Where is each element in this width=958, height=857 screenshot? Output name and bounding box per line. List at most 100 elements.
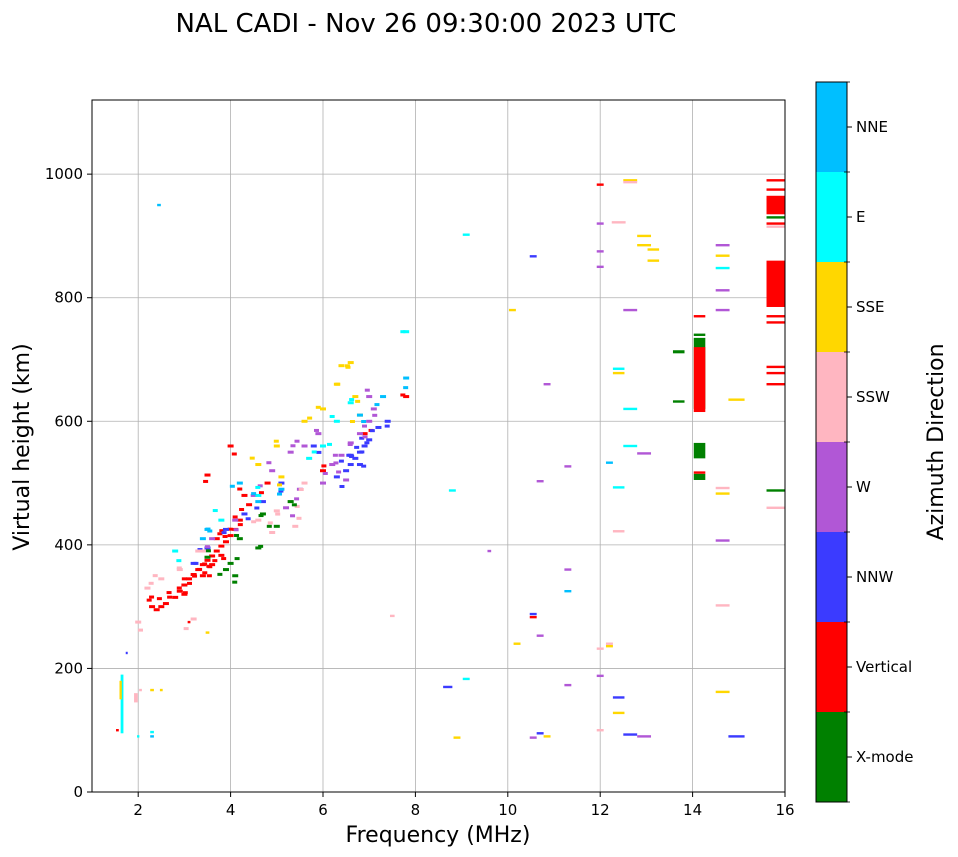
echo-point bbox=[336, 470, 342, 474]
colorbar-tick-label: W bbox=[856, 478, 871, 496]
echo-point bbox=[209, 537, 216, 541]
echo-point bbox=[333, 475, 340, 479]
echo-point bbox=[335, 382, 341, 386]
echo-point bbox=[333, 419, 340, 423]
echo-point bbox=[258, 491, 264, 495]
echo-point bbox=[536, 732, 544, 735]
echo-point bbox=[294, 439, 300, 443]
echo-point bbox=[332, 453, 338, 457]
echo-point bbox=[329, 463, 336, 467]
echo-point bbox=[239, 507, 245, 511]
echo-point bbox=[347, 401, 354, 405]
echo-point bbox=[183, 627, 189, 631]
echo-point bbox=[176, 568, 183, 572]
echo-point bbox=[536, 480, 544, 483]
echo-point bbox=[693, 473, 706, 480]
echo-point bbox=[766, 179, 785, 182]
echo-point bbox=[273, 509, 280, 513]
echo-point bbox=[623, 179, 638, 182]
echo-point bbox=[212, 509, 218, 513]
echo-point bbox=[234, 533, 240, 537]
echo-point bbox=[766, 315, 785, 318]
echo-point bbox=[236, 518, 243, 522]
x-axis-label: Frequency (MHz) bbox=[346, 823, 531, 848]
colorbar-swatch-w bbox=[816, 442, 847, 532]
echo-point bbox=[766, 321, 785, 324]
colorbar-swatch-nnw bbox=[816, 532, 847, 622]
echo-point bbox=[715, 254, 730, 257]
echo-point bbox=[375, 425, 382, 429]
echo-point bbox=[349, 398, 355, 402]
echo-point bbox=[195, 549, 202, 553]
echo-point bbox=[182, 591, 188, 595]
echo-point bbox=[637, 243, 652, 247]
echo-point bbox=[612, 696, 625, 699]
x-tick-label: 6 bbox=[318, 801, 328, 819]
echo-point bbox=[384, 419, 391, 423]
echo-point bbox=[176, 566, 182, 570]
echo-point bbox=[217, 532, 223, 536]
echo-point bbox=[766, 222, 785, 225]
plot-frame bbox=[91, 99, 786, 793]
echo-point bbox=[612, 486, 625, 489]
echo-point bbox=[370, 407, 377, 411]
echo-point bbox=[361, 432, 368, 436]
echo-point bbox=[153, 608, 160, 612]
echo-point bbox=[251, 520, 257, 524]
echo-point bbox=[199, 537, 206, 541]
echo-point bbox=[311, 450, 317, 454]
echo-point bbox=[209, 563, 216, 567]
echo-point bbox=[213, 549, 220, 553]
echo-point bbox=[766, 188, 785, 191]
echo-point bbox=[715, 539, 730, 542]
echo-point bbox=[369, 429, 375, 433]
echo-point bbox=[693, 471, 706, 474]
echo-point bbox=[212, 559, 218, 563]
y-tick-label: 200 bbox=[54, 659, 83, 677]
echo-point bbox=[156, 597, 162, 601]
echo-point bbox=[322, 471, 328, 475]
echo-point bbox=[715, 486, 730, 490]
colorbar-tick-label: Vertical bbox=[856, 658, 912, 676]
echo-point bbox=[231, 452, 237, 456]
colorbar-swatch-x-mode bbox=[816, 712, 847, 802]
echo-point bbox=[453, 736, 461, 739]
echo-point bbox=[269, 469, 276, 473]
echo-point bbox=[245, 517, 251, 521]
echo-point bbox=[192, 574, 198, 578]
echo-point bbox=[543, 735, 551, 738]
echo-point bbox=[227, 527, 233, 531]
echo-point bbox=[149, 595, 155, 599]
echo-point bbox=[347, 441, 354, 445]
echo-point bbox=[462, 233, 470, 236]
colorbar-tick-label: SSW bbox=[856, 388, 890, 406]
echo-point bbox=[766, 371, 785, 375]
echo-point bbox=[343, 469, 350, 473]
echo-point bbox=[150, 735, 154, 738]
echo-point bbox=[596, 183, 604, 186]
colorbar-swatch-nne bbox=[816, 82, 847, 172]
echo-point bbox=[356, 432, 363, 436]
echo-point bbox=[349, 420, 355, 424]
echo-point bbox=[264, 481, 271, 485]
echo-point bbox=[290, 514, 296, 518]
x-tick-label: 10 bbox=[498, 801, 517, 819]
echo-point bbox=[564, 465, 572, 468]
echo-point bbox=[119, 680, 122, 700]
echo-point bbox=[222, 534, 228, 538]
echo-point bbox=[623, 407, 638, 411]
colorbar-tick-label: X-mode bbox=[856, 748, 913, 766]
x-tick-label: 8 bbox=[411, 801, 421, 819]
echo-point bbox=[320, 469, 326, 473]
echo-point bbox=[529, 612, 537, 616]
echo-point bbox=[715, 604, 730, 607]
echo-point bbox=[529, 615, 537, 619]
echo-point bbox=[207, 529, 213, 533]
echo-point bbox=[766, 489, 785, 492]
echo-point bbox=[327, 442, 332, 446]
echo-point bbox=[320, 407, 326, 411]
echo-point bbox=[487, 549, 492, 553]
echo-point bbox=[166, 591, 172, 595]
echo-point bbox=[255, 493, 262, 497]
echo-point bbox=[766, 225, 785, 228]
